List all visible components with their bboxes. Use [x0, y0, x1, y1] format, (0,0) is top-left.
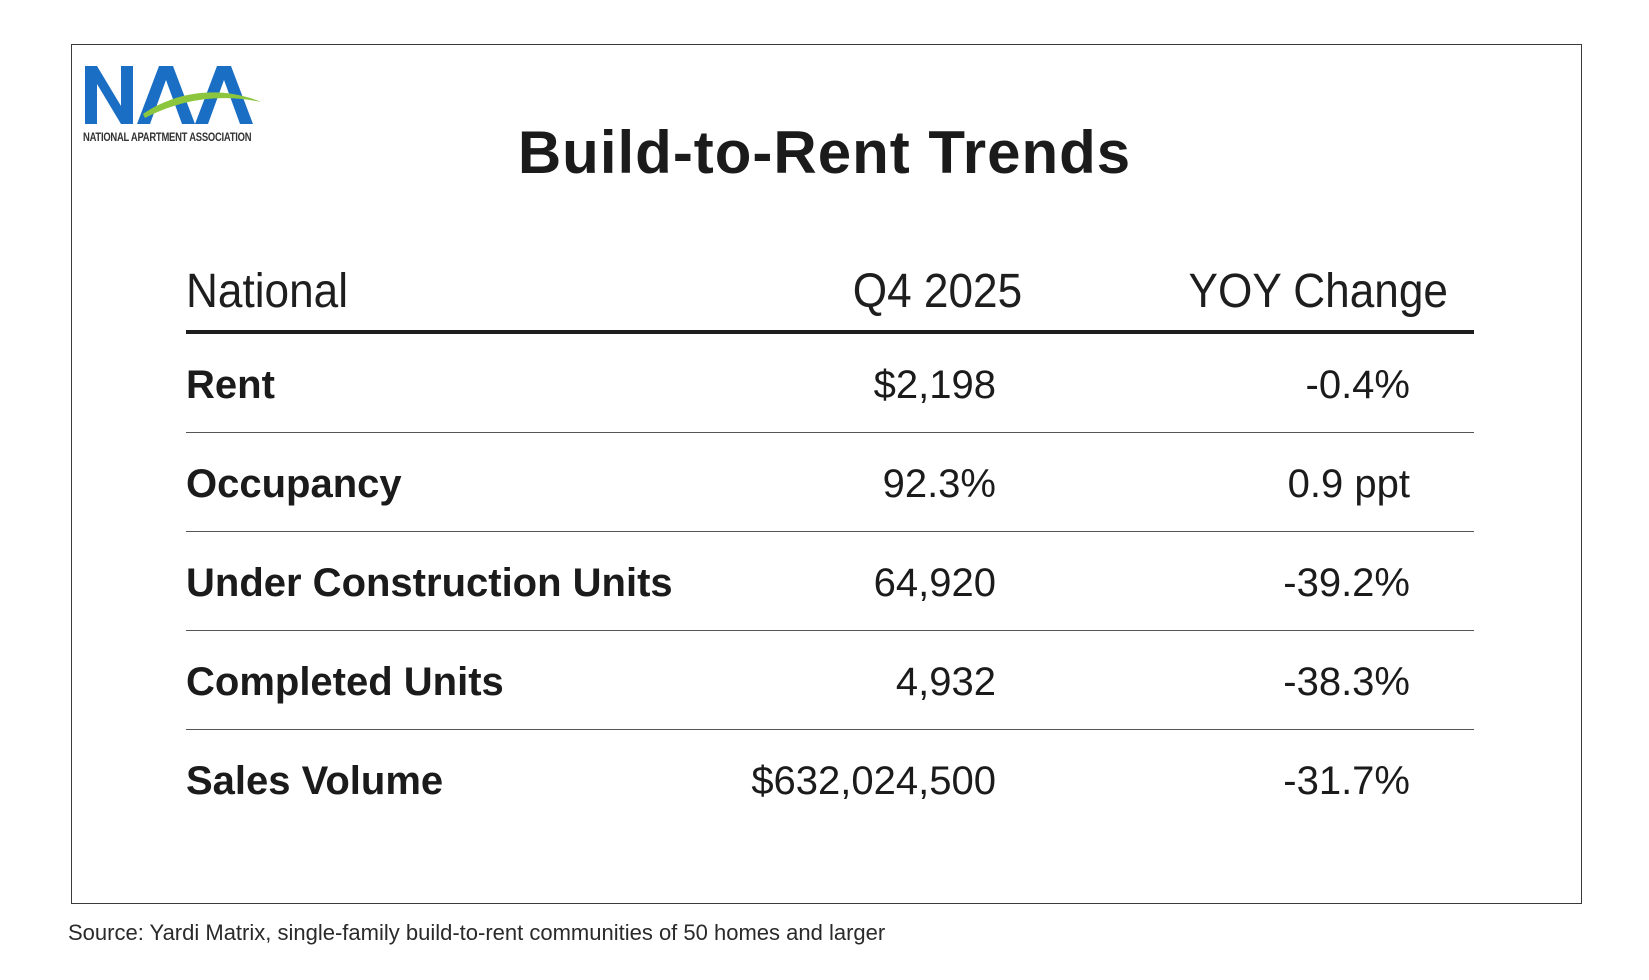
table-row: Occupancy 92.3% 0.9 ppt	[186, 433, 1474, 532]
naa-logo-mark	[85, 66, 261, 124]
table-header: National Q4 2025 YOY Change	[186, 262, 1474, 334]
q4-2025-value: $2,198	[873, 363, 996, 407]
naa-logo: NATIONAL APARTMENT ASSOCIATION	[83, 62, 283, 152]
yoy-change-value: -0.4%	[1305, 363, 1411, 407]
column-header-q4-2025: Q4 2025	[852, 265, 1022, 318]
yoy-change-value: -31.7%	[1283, 759, 1410, 803]
table-row: Sales Volume $632,024,500 -31.7%	[186, 730, 1474, 828]
chart-title: Build-to-Rent Trends	[517, 119, 1132, 186]
yoy-change-value: 0.9 ppt	[1287, 462, 1410, 506]
yoy-change-value: -38.3%	[1283, 660, 1410, 704]
column-header-national: National	[186, 265, 349, 318]
chart-frame	[71, 44, 1582, 904]
yoy-change-value: -39.2%	[1283, 561, 1410, 605]
q4-2025-value: 64,920	[873, 561, 996, 605]
row-label: Completed Units	[186, 660, 504, 704]
table-row: Completed Units 4,932 -38.3%	[186, 631, 1474, 730]
data-table: National Q4 2025 YOY Change Rent $2,198 …	[186, 262, 1474, 828]
table-row: Rent $2,198 -0.4%	[186, 334, 1474, 433]
row-label: Rent	[186, 363, 275, 407]
q4-2025-value: $632,024,500	[751, 759, 996, 803]
row-label: Under Construction Units	[186, 561, 673, 605]
row-label: Sales Volume	[186, 759, 444, 803]
source-note: Source: Yardi Matrix, single-family buil…	[68, 920, 886, 945]
q4-2025-value: 4,932	[895, 660, 996, 704]
row-label: Occupancy	[186, 462, 402, 506]
q4-2025-value: 92.3%	[882, 462, 996, 506]
logo-organization-text: NATIONAL APARTMENT ASSOCIATION	[83, 132, 252, 144]
table-row: Under Construction Units 64,920 -39.2%	[186, 532, 1474, 631]
column-header-yoy-change: YOY Change	[1188, 265, 1448, 318]
